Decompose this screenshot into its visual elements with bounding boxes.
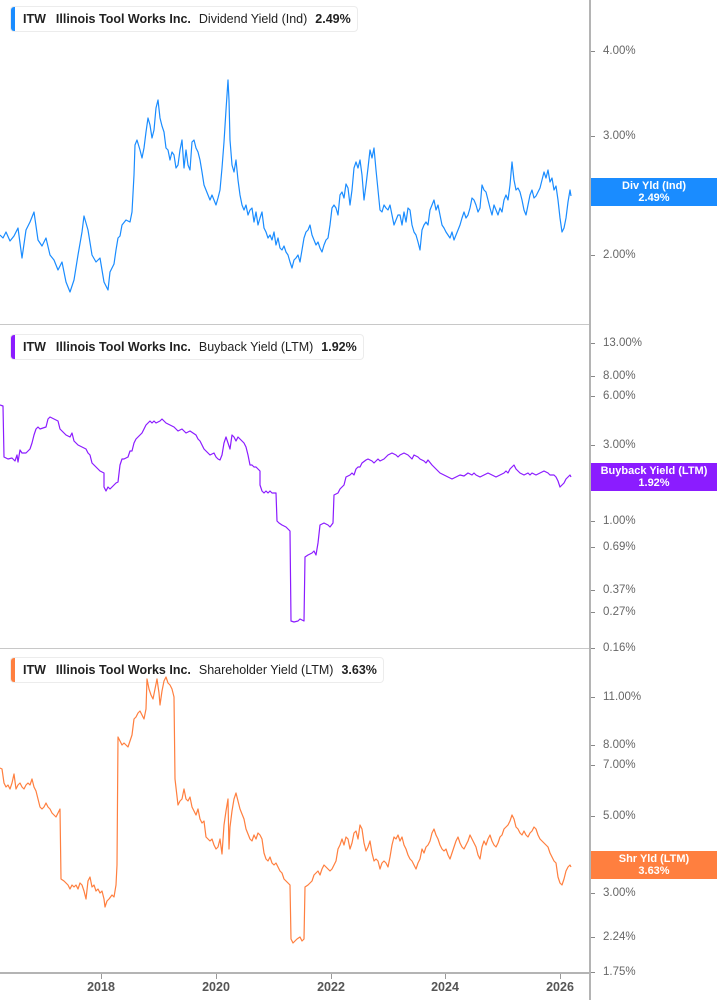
series-color-marker [11, 7, 15, 31]
badge-value: 1.92% [638, 477, 670, 489]
y-tick-label: 8.00% [591, 370, 636, 382]
ticker-symbol: ITW [23, 340, 46, 354]
buyback-yield-panel: ITW Illinois Tool Works Inc. Buyback Yie… [0, 325, 717, 654]
y-tick-label: 1.75% [591, 966, 636, 978]
y-tick-label: 3.00% [591, 439, 636, 451]
x-tick-label: 2024 [431, 980, 459, 994]
y-tick-label: 11.00% [591, 691, 641, 703]
company-name: Illinois Tool Works Inc. [55, 663, 191, 677]
y-tick-label: 7.00% [591, 759, 636, 771]
x-tick-label: 2026 [546, 980, 574, 994]
metric-value: 3.63% [341, 663, 377, 677]
x-tick-mark [445, 974, 446, 979]
buyback-yield-legend[interactable]: ITW Illinois Tool Works Inc. Buyback Yie… [10, 334, 364, 360]
metric-name: Dividend Yield (Ind) [198, 12, 308, 26]
x-tick-mark [560, 974, 561, 979]
series-color-marker [11, 658, 15, 682]
x-axis-line [0, 972, 591, 974]
panel-divider [0, 324, 589, 325]
y-tick-label: 2.00% [591, 249, 636, 261]
company-name: Illinois Tool Works Inc. [55, 12, 191, 26]
badge-label: Shr Yld (LTM) [618, 853, 690, 865]
series-color-marker [11, 335, 15, 359]
y-tick-label: 2.24% [591, 931, 636, 943]
ticker-symbol: ITW [23, 12, 46, 26]
y-tick-label: 0.37% [591, 584, 636, 596]
shareholder-yield-panel: ITW Illinois Tool Works Inc. Shareholder… [0, 649, 717, 978]
metric-name: Buyback Yield (LTM) [198, 340, 314, 354]
y-tick-label: 0.69% [591, 541, 636, 553]
y-tick-label: 0.16% [591, 642, 636, 654]
badge-label: Buyback Yield (LTM) [600, 465, 708, 477]
dividend-yield-panel: ITW Illinois Tool Works Inc. Dividend Yi… [0, 0, 717, 325]
x-tick-label: 2022 [317, 980, 345, 994]
badge-value: 2.49% [638, 192, 670, 204]
dividend-yield-legend[interactable]: ITW Illinois Tool Works Inc. Dividend Yi… [10, 6, 358, 32]
company-name: Illinois Tool Works Inc. [55, 340, 191, 354]
y-tick-label: 5.00% [591, 810, 636, 822]
shareholder-yield-legend[interactable]: ITW Illinois Tool Works Inc. Shareholder… [10, 657, 384, 683]
y-tick-label: 13.00% [591, 337, 642, 349]
y-tick-label: 0.27% [591, 606, 636, 618]
y-tick-label: 4.00% [591, 45, 636, 57]
x-tick-label: 2018 [87, 980, 115, 994]
y-tick-label: 1.00% [591, 515, 636, 527]
y-tick-label: 3.00% [591, 887, 636, 899]
x-tick-mark [101, 974, 102, 979]
badge-label: Div Yld (Ind) [622, 180, 686, 192]
current-value-badge: Buyback Yield (LTM) 1.92% [591, 463, 717, 491]
panel-divider [0, 648, 589, 649]
current-value-badge: Shr Yld (LTM) 3.63% [591, 851, 717, 879]
buyback-yield-line [0, 404, 572, 623]
metric-value: 2.49% [315, 12, 351, 26]
y-tick-label: 6.00% [591, 390, 636, 402]
metric-value: 1.92% [321, 340, 357, 354]
metric-name: Shareholder Yield (LTM) [198, 663, 334, 677]
y-axis-line [589, 0, 591, 1000]
badge-value: 3.63% [638, 865, 670, 877]
x-tick-label: 2020 [202, 980, 230, 994]
y-tick-label: 3.00% [591, 130, 636, 142]
shareholder-yield-line [0, 676, 572, 944]
y-tick-label: 8.00% [591, 739, 636, 751]
x-tick-mark [331, 974, 332, 979]
current-value-badge: Div Yld (Ind) 2.49% [591, 178, 717, 206]
x-tick-mark [216, 974, 217, 979]
dividend-yield-line [0, 79, 572, 293]
ticker-symbol: ITW [23, 663, 46, 677]
